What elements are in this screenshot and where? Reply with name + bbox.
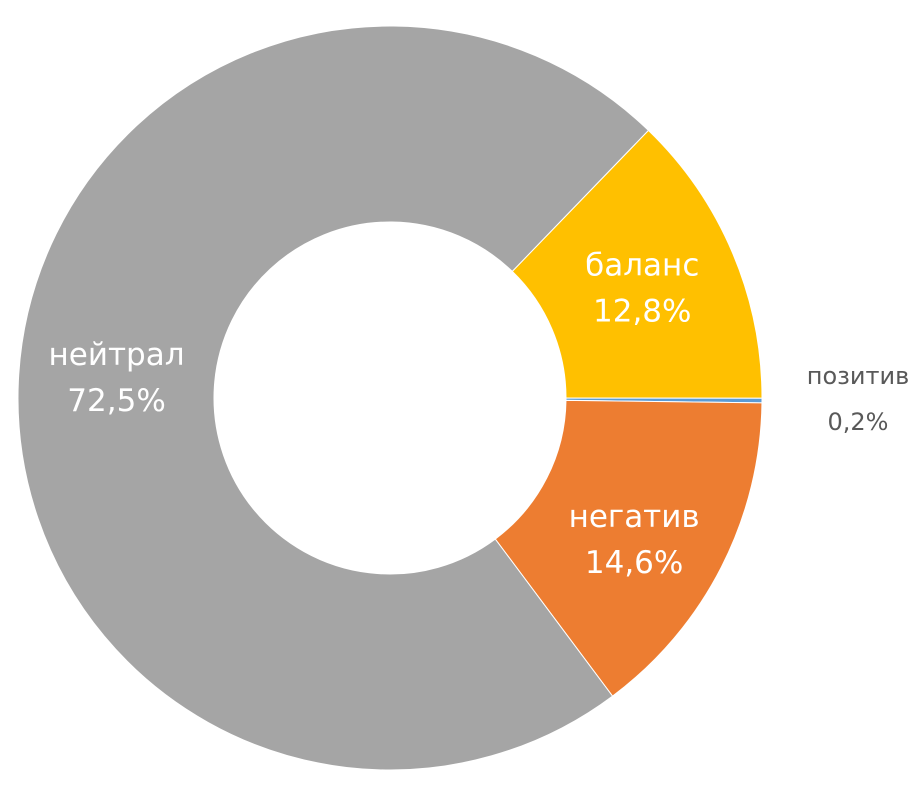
slice-value-label: 14,6% [585, 545, 683, 581]
slice-value-label: 0,2% [827, 408, 888, 436]
slice-category: нейтрал [49, 337, 185, 373]
slice-category: негатив [569, 499, 700, 535]
slice-category: позитив [807, 362, 909, 390]
slice-value-label: 12,8% [593, 294, 691, 330]
slice-value-label: 72,5% [67, 383, 165, 419]
slice-category: баланс [585, 248, 699, 284]
labels: баланс 12,8% позитив 0,2% негатив 14,6% нейтра… [49, 248, 910, 581]
donut-slice [494, 399, 763, 697]
slices [17, 25, 763, 771]
donut-slice [17, 25, 650, 771]
donut-slice [511, 129, 763, 399]
